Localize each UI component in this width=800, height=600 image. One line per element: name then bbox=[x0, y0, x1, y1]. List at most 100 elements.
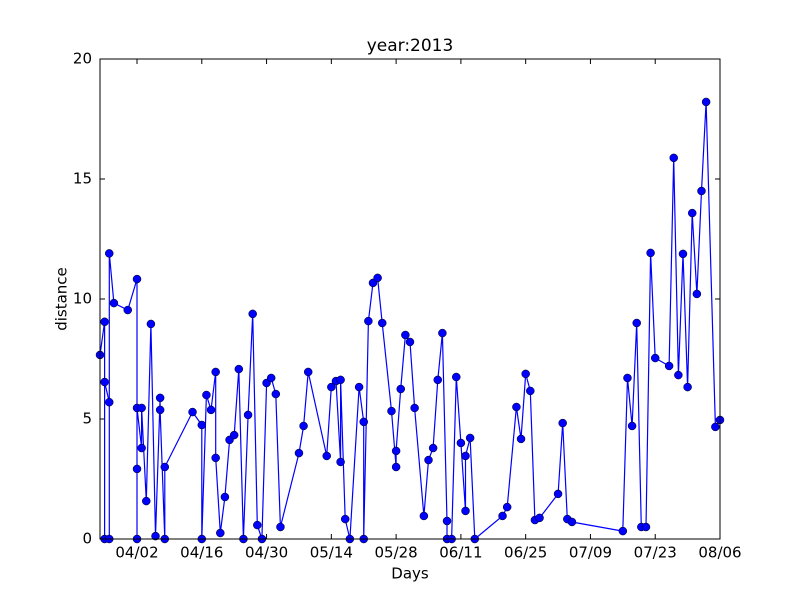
data-point bbox=[424, 455, 433, 465]
data-point bbox=[234, 364, 244, 374]
data-point bbox=[132, 274, 142, 284]
x-tick-label: 07/23 bbox=[634, 544, 677, 562]
data-point bbox=[465, 433, 475, 443]
data-point bbox=[558, 418, 567, 428]
data-point bbox=[327, 382, 336, 392]
data-point bbox=[512, 402, 521, 412]
x-tick-label: 06/25 bbox=[504, 544, 547, 562]
data-point bbox=[229, 430, 239, 440]
data-point bbox=[428, 443, 438, 453]
data-point bbox=[377, 318, 387, 328]
x-tick-label: 04/30 bbox=[245, 544, 288, 562]
y-axis-label: distance bbox=[53, 267, 71, 331]
data-point bbox=[151, 531, 160, 541]
data-point bbox=[340, 514, 350, 524]
data-point bbox=[299, 421, 308, 431]
data-point bbox=[461, 451, 470, 461]
data-point bbox=[535, 513, 544, 523]
data-point bbox=[692, 289, 702, 299]
data-point bbox=[211, 453, 220, 463]
y-tick-label: 5 bbox=[82, 410, 92, 428]
data-point bbox=[155, 405, 165, 415]
data-point bbox=[627, 421, 637, 431]
data-point bbox=[206, 405, 216, 415]
x-tick-label: 06/11 bbox=[439, 544, 482, 562]
data-point bbox=[650, 353, 660, 363]
chart-title: year:2013 bbox=[367, 36, 454, 56]
data-point bbox=[567, 517, 577, 527]
y-tick-label: 15 bbox=[73, 170, 92, 188]
data-point bbox=[137, 443, 146, 453]
data-point bbox=[391, 446, 401, 456]
data-point bbox=[396, 384, 405, 394]
y-tick-label: 10 bbox=[73, 290, 92, 308]
data-point bbox=[632, 318, 641, 328]
data-point bbox=[132, 464, 142, 474]
data-point bbox=[322, 451, 331, 461]
data-point bbox=[276, 522, 285, 532]
data-point bbox=[433, 375, 443, 385]
data-point bbox=[683, 382, 692, 392]
data-point bbox=[243, 410, 253, 420]
data-point bbox=[123, 305, 133, 315]
data-point bbox=[100, 317, 109, 327]
data-point bbox=[142, 496, 151, 506]
data-point bbox=[202, 390, 211, 400]
x-tick-label: 05/14 bbox=[310, 544, 353, 562]
data-point bbox=[516, 434, 526, 444]
data-point bbox=[553, 489, 563, 499]
data-point bbox=[197, 420, 207, 430]
x-tick-label: 05/28 bbox=[375, 544, 418, 562]
data-point bbox=[100, 377, 109, 387]
x-tick-label: 07/09 bbox=[569, 544, 612, 562]
data-point bbox=[641, 522, 651, 532]
data-point bbox=[137, 403, 146, 413]
data-point bbox=[410, 403, 419, 413]
data-point bbox=[105, 249, 114, 258]
data-point bbox=[678, 249, 688, 259]
data-line bbox=[99, 101, 721, 541]
data-point bbox=[387, 406, 396, 416]
data-point bbox=[442, 516, 452, 526]
data-point bbox=[155, 393, 165, 403]
data-point bbox=[664, 361, 674, 371]
y-tick-label: 20 bbox=[73, 50, 92, 68]
data-point bbox=[294, 448, 304, 458]
data-point bbox=[526, 386, 535, 396]
data-point bbox=[160, 462, 170, 472]
data-point bbox=[216, 528, 225, 538]
data-point bbox=[711, 422, 720, 432]
data-point bbox=[401, 330, 410, 340]
x-axis-label: Days bbox=[391, 565, 429, 583]
data-point bbox=[354, 382, 364, 392]
data-point bbox=[336, 375, 345, 385]
data-point bbox=[701, 97, 711, 107]
data-point bbox=[248, 309, 257, 319]
data-point bbox=[146, 319, 156, 329]
data-point bbox=[521, 369, 530, 379]
x-tick-label: 08/06 bbox=[698, 544, 741, 562]
data-point bbox=[646, 248, 655, 258]
data-point bbox=[456, 438, 466, 448]
data-point bbox=[364, 316, 373, 326]
data-point bbox=[438, 328, 447, 338]
data-point bbox=[271, 389, 281, 399]
data-point bbox=[502, 502, 512, 512]
data-point bbox=[452, 372, 461, 382]
data-point bbox=[359, 417, 368, 427]
data-point bbox=[109, 298, 119, 308]
data-point bbox=[618, 526, 628, 536]
data-point bbox=[674, 370, 683, 380]
data-point bbox=[419, 511, 429, 521]
data-point bbox=[669, 153, 678, 163]
data-point bbox=[336, 457, 345, 467]
data-point bbox=[105, 397, 114, 407]
data-point bbox=[697, 186, 706, 196]
x-tick-label: 04/16 bbox=[180, 544, 223, 562]
plot-frame bbox=[99, 58, 721, 540]
data-point bbox=[461, 506, 470, 516]
data-point bbox=[188, 407, 197, 417]
data-point bbox=[266, 373, 276, 383]
